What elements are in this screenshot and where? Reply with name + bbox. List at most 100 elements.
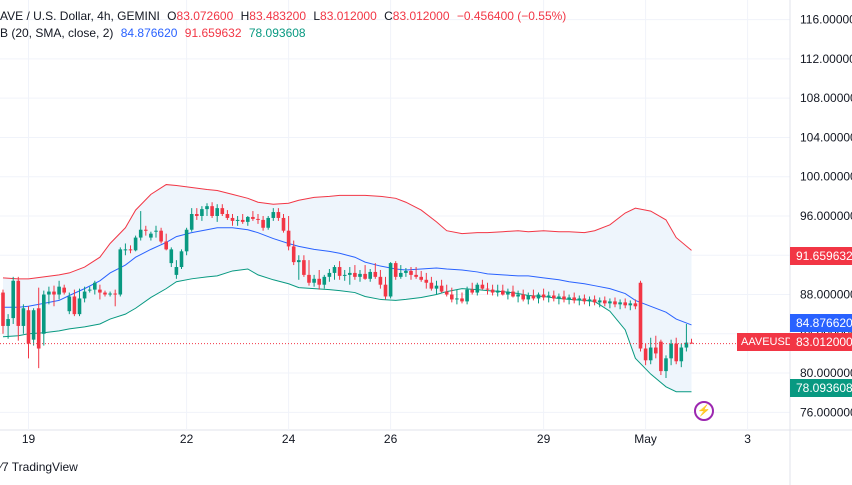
- candle-body: [475, 284, 480, 293]
- tradingview-logo: ⁄7 TradingView: [0, 460, 78, 474]
- candle-body: [654, 347, 658, 354]
- candle-body: [276, 212, 281, 218]
- bb-upper-value: 91.659632: [184, 26, 242, 40]
- candle-body: [444, 291, 449, 295]
- bb-lower-value: 78.093608: [248, 26, 306, 40]
- candle-body: [144, 229, 148, 231]
- candle-body: [536, 294, 541, 299]
- x-tick-label: 29: [537, 432, 551, 446]
- candle-body: [312, 278, 316, 283]
- candle-body: [302, 260, 306, 275]
- candle-body: [373, 271, 378, 277]
- lower-band-price-tag: 78.093608: [790, 379, 852, 397]
- candle-body: [450, 294, 454, 300]
- y-tick-label: 80.000000: [800, 366, 852, 380]
- candle-body: [16, 280, 21, 326]
- y-tick-label: 96.000000: [800, 209, 852, 223]
- open-value: 83.072600: [176, 9, 234, 23]
- candle-body: [297, 260, 301, 263]
- candle-body: [159, 230, 163, 242]
- candle-body: [429, 282, 434, 289]
- candle-body: [582, 298, 587, 302]
- candle-body: [62, 287, 66, 293]
- candle-body: [572, 297, 576, 301]
- candle-body: [291, 246, 296, 263]
- candle-body: [613, 301, 617, 305]
- bb-basis-line: [3, 227, 692, 326]
- candle-body: [164, 241, 168, 250]
- y-tick-label: 116.000000: [800, 13, 852, 27]
- high-key: H: [240, 9, 250, 23]
- candle-body: [592, 299, 597, 303]
- candle-body: [26, 310, 31, 344]
- candle-body: [424, 279, 429, 283]
- candle-body: [57, 286, 61, 295]
- candle-body: [327, 272, 332, 277]
- candle-body: [648, 347, 653, 361]
- candle-body: [557, 296, 561, 299]
- close-key: C: [384, 9, 393, 23]
- low-value: 83.012000: [320, 9, 377, 23]
- candle-body: [495, 290, 500, 293]
- y-tick-label: 76.000000: [800, 405, 852, 419]
- y-tick-label: 108.000000: [800, 91, 852, 105]
- bb-lower-line: [2, 268, 692, 393]
- candle-body: [200, 209, 204, 216]
- candle-body: [470, 289, 474, 293]
- candle-body: [501, 290, 505, 295]
- candle-body: [643, 348, 648, 361]
- candle-body: [480, 284, 485, 289]
- candle-body: [220, 208, 225, 215]
- candle-body: [603, 300, 607, 304]
- candle-body: [21, 308, 26, 326]
- candle-body: [332, 267, 337, 273]
- candle-body: [485, 288, 490, 290]
- candle-body: [36, 308, 41, 349]
- candle-body: [567, 297, 571, 300]
- candle-body: [638, 282, 643, 349]
- high-value: 83.483200: [249, 9, 306, 23]
- candle-body: [266, 217, 270, 228]
- candle-body: [358, 273, 362, 277]
- candle-body: [67, 296, 72, 312]
- candle-body: [587, 299, 592, 302]
- candle-body: [546, 295, 551, 298]
- candle-body: [597, 300, 602, 303]
- candle-body: [439, 285, 444, 292]
- candle-body: [363, 273, 367, 279]
- candle-body: [368, 271, 372, 279]
- candle-body: [516, 294, 520, 297]
- candle-body: [684, 342, 689, 348]
- tradingview-brand: TradingView: [11, 460, 78, 474]
- x-tick-label: 24: [282, 432, 296, 446]
- candle-body: [608, 301, 612, 304]
- y-tick-label: 100.000000: [800, 170, 852, 184]
- candle-body: [521, 294, 525, 300]
- candle-body: [378, 276, 383, 285]
- candle-body: [1, 292, 5, 326]
- candle-body: [511, 291, 515, 297]
- candle-body: [82, 291, 87, 299]
- candle-body: [261, 219, 265, 228]
- candle-body: [72, 296, 77, 315]
- lightning-icon[interactable]: ⚡: [694, 401, 714, 421]
- last-price-tag: 83.012000: [790, 333, 852, 351]
- candle-body: [337, 267, 342, 276]
- candle-body: [286, 230, 291, 247]
- candle-body: [348, 272, 352, 275]
- candle-body: [256, 218, 260, 220]
- tradingview-logo-mark: ⁄7: [0, 460, 12, 474]
- candle-body: [189, 214, 194, 230]
- change-value: −0.456400 (−0.55%): [456, 9, 567, 23]
- candle-body: [659, 341, 663, 372]
- candle-body: [138, 229, 143, 238]
- candle-body: [388, 263, 393, 297]
- candle-body: [128, 249, 133, 251]
- candle-body: [87, 289, 92, 291]
- candle-body: [108, 293, 112, 295]
- candle-body: [103, 292, 107, 295]
- x-tick-label: 3: [744, 432, 751, 446]
- candle-body: [669, 343, 673, 359]
- x-tick-label: 19: [22, 432, 36, 446]
